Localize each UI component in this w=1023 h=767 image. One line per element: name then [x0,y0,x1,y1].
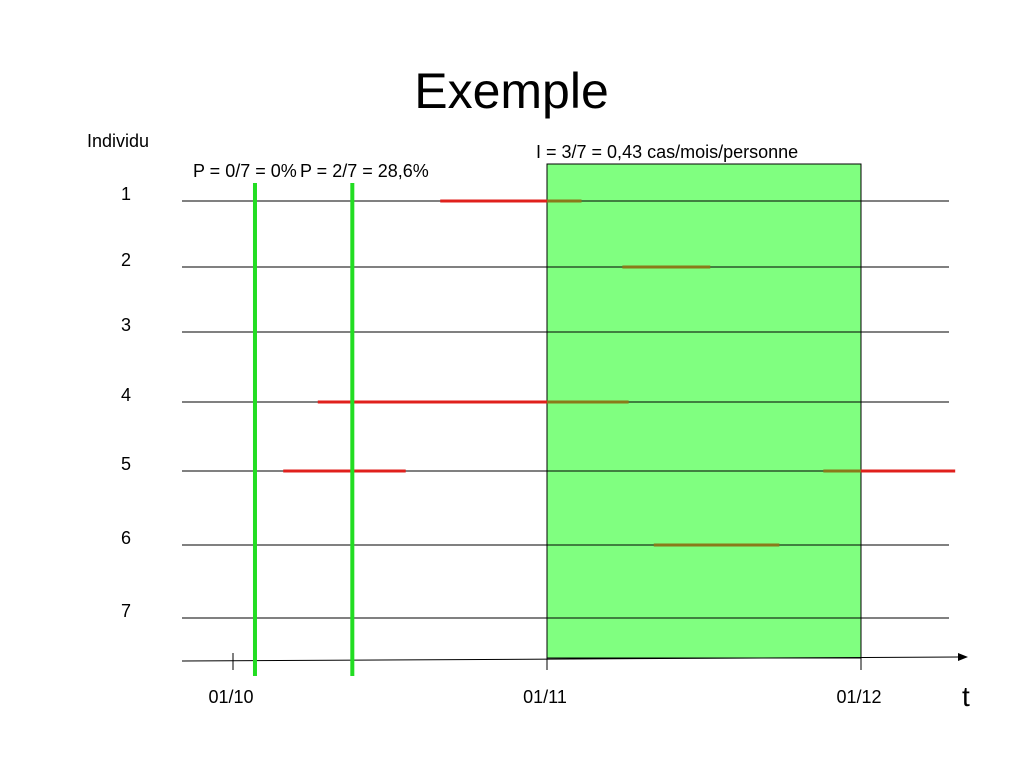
time-axis [181,656,961,662]
y-axis-label: Individu [87,131,149,151]
prevalence-label-1: P = 0/7 = 0% [193,161,297,181]
axis-tick-label: 01/12 [836,687,881,707]
individual-label: 7 [121,601,131,621]
page-title: Exemple [414,63,609,119]
prevalence-label-2: P = 2/7 = 28,6% [300,161,429,181]
incidence-label: I = 3/7 = 0,43 cas/mois/personne [536,142,798,162]
incidence-window [546,163,862,659]
x-axis-label: t [962,681,970,712]
time-axis-arrow-icon [958,653,968,661]
individual-label: 3 [121,315,131,335]
axis-tick-label: 01/11 [523,687,567,707]
axis-tick-label: 01/10 [208,687,253,707]
individual-label: 6 [121,528,131,548]
individual-label: 4 [121,385,131,405]
individual-label: 5 [121,454,131,474]
individual-label: 1 [121,184,131,204]
individual-label: 2 [121,250,131,270]
